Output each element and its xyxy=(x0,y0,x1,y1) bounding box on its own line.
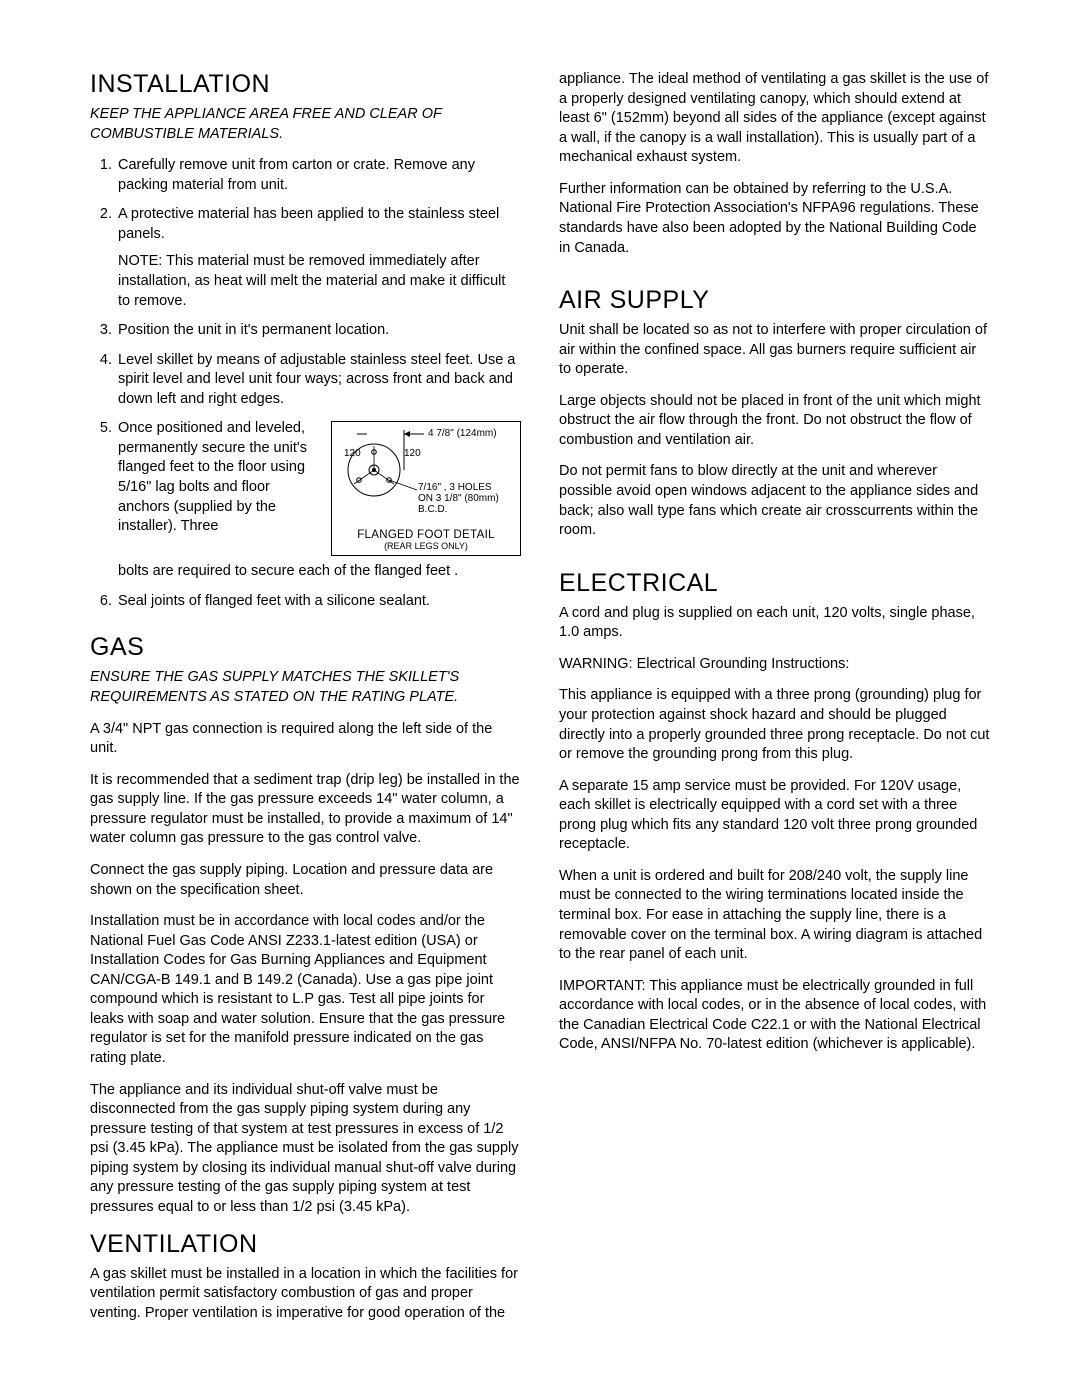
electrical-heading: ELECTRICAL xyxy=(559,569,990,598)
install-step-1: Carefully remove unit from carton or cra… xyxy=(116,156,521,195)
installation-list: Carefully remove unit from carton or cra… xyxy=(90,156,521,611)
electrical-p5: When a unit is ordered and built for 208… xyxy=(559,867,990,965)
install-step-2: A protective material has been applied t… xyxy=(116,205,521,311)
install-step-3: Position the unit in it's permanent loca… xyxy=(116,321,521,341)
diagram-top-dim: 4 7/8" (124mm) xyxy=(428,428,497,439)
diagram-angle-left: 120 xyxy=(344,448,361,459)
diagram-angle-right: 120 xyxy=(404,448,421,459)
diagram-subtitle: (REAR LEGS ONLY) xyxy=(332,542,520,552)
install-step-2-text: A protective material has been applied t… xyxy=(118,206,499,242)
ventilation-p2: Further information can be obtained by r… xyxy=(559,180,990,258)
install-step-4: Level skillet by means of adjustable sta… xyxy=(116,351,521,410)
electrical-p4: A separate 15 amp service must be provid… xyxy=(559,777,990,855)
air-heading: AIR SUPPLY xyxy=(559,286,990,315)
install-step-5a: Once positioned and leveled, permanently… xyxy=(118,420,307,534)
installation-warning: KEEP THE APPLIANCE AREA FREE AND CLEAR O… xyxy=(90,105,521,144)
flanged-foot-diagram: 4 7/8" (124mm) 120 120 7/16" , 3 HOLES O… xyxy=(331,421,521,556)
ventilation-heading: VENTILATION xyxy=(90,1230,521,1259)
electrical-p1: A cord and plug is supplied on each unit… xyxy=(559,604,990,643)
install-step-6: Seal joints of flanged feet with a silic… xyxy=(116,592,521,612)
gas-warning: ENSURE THE GAS SUPPLY MATCHES THE SKILLE… xyxy=(90,668,521,707)
install-step-5b: bolts are required to secure each of the… xyxy=(118,563,458,579)
electrical-p3: This appliance is equipped with a three … xyxy=(559,686,990,764)
gas-p5: The appliance and its individual shut-of… xyxy=(90,1081,521,1218)
air-p1: Unit shall be located so as not to inter… xyxy=(559,321,990,380)
gas-heading: GAS xyxy=(90,633,521,662)
electrical-p6: IMPORTANT: This appliance must be electr… xyxy=(559,977,990,1055)
diagram-holes: 7/16" , 3 HOLES xyxy=(418,482,492,493)
installation-heading: INSTALLATION xyxy=(90,70,521,99)
gas-p4: Installation must be in accordance with … xyxy=(90,912,521,1069)
gas-p2: It is recommended that a sediment trap (… xyxy=(90,771,521,849)
diagram-title: FLANGED FOOT DETAIL xyxy=(332,529,520,542)
air-p2: Large objects should not be placed in fr… xyxy=(559,392,990,451)
gas-p3: Connect the gas supply piping. Location … xyxy=(90,861,521,900)
install-step-5: 4 7/8" (124mm) 120 120 7/16" , 3 HOLES O… xyxy=(116,419,521,582)
install-step-2-note: NOTE: This material must be removed imme… xyxy=(118,252,521,311)
page: INSTALLATION KEEP THE APPLIANCE AREA FRE… xyxy=(0,0,1080,1397)
electrical-p2: WARNING: Electrical Grounding Instructio… xyxy=(559,655,990,675)
air-p3: Do not permit fans to blow directly at t… xyxy=(559,462,990,540)
diagram-bcd: ON 3 1/8" (80mm) B.C.D. xyxy=(418,493,520,515)
gas-p1: A 3/4" NPT gas connection is required al… xyxy=(90,720,521,759)
